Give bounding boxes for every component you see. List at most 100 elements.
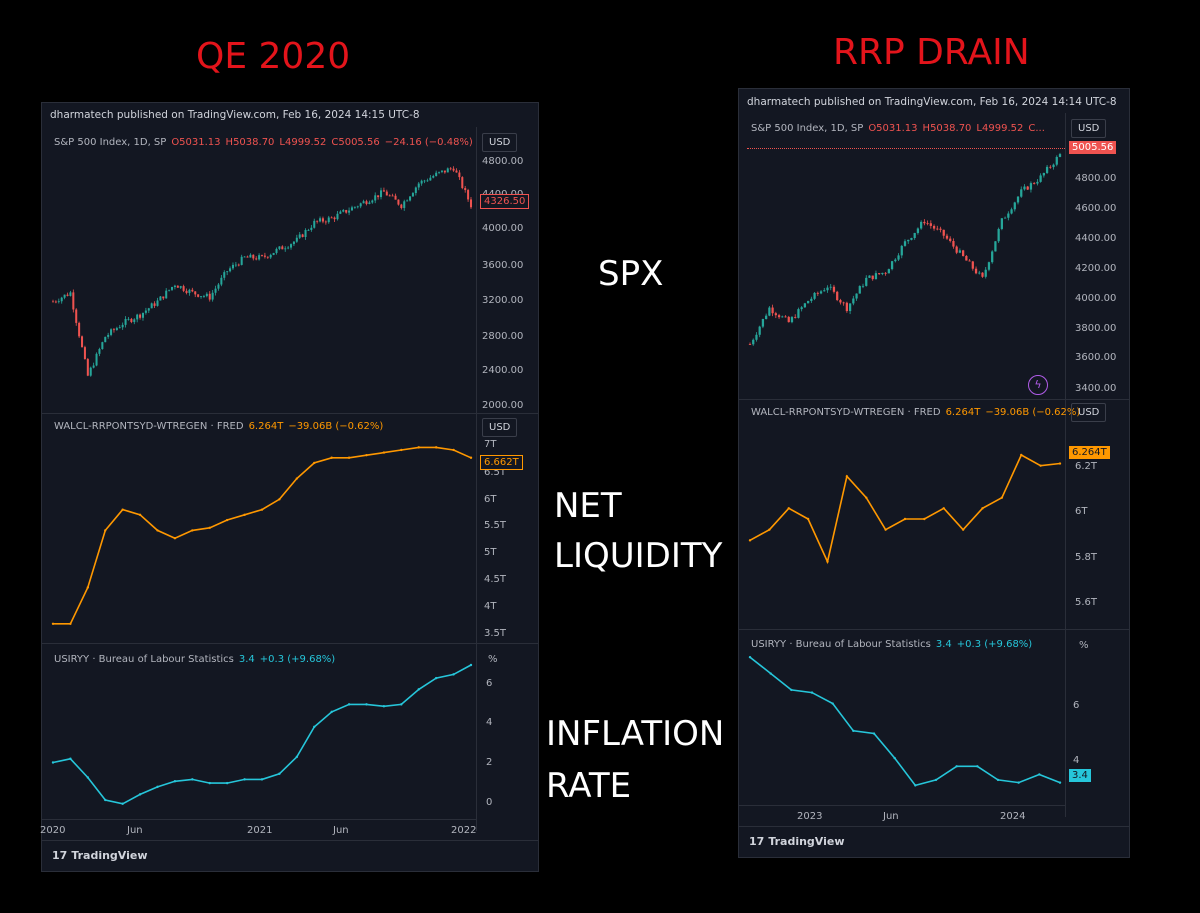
spx-left-candle	[275, 248, 278, 253]
tradingview-logo[interactable]: 17 TradingView	[52, 849, 148, 862]
spx-right-candle	[800, 307, 803, 310]
spx-left-candle	[101, 342, 104, 350]
inflation-right-point	[996, 778, 1000, 782]
currency-button[interactable]: USD	[482, 133, 518, 152]
liquidity-right-point	[884, 528, 887, 531]
spx-left-candle	[319, 218, 322, 222]
spx-left-candle	[385, 191, 388, 196]
spx-right-candle	[949, 238, 952, 242]
inflation-left-series-line	[52, 664, 472, 805]
spx-right-candle	[1045, 166, 1049, 173]
pane-divider	[42, 819, 476, 820]
spx-right-candle	[781, 316, 784, 318]
inflation-right-point	[748, 655, 752, 659]
currency-button[interactable]: USD	[1071, 403, 1107, 422]
spx-left-candle	[382, 190, 385, 192]
inflation-legend: USIRYY · Bureau of Labour Statistics 3.4 +…	[54, 654, 336, 665]
liquidity-left-point	[173, 536, 177, 540]
spx-left-candle	[173, 285, 176, 287]
spx-right-candle	[832, 286, 836, 292]
inflation-left-point	[295, 755, 299, 759]
currency-button[interactable]: USD	[482, 418, 518, 437]
spx-left-candle	[95, 353, 98, 366]
spx-right-candle	[758, 326, 761, 335]
spx-left-candle	[467, 190, 470, 200]
spx-right-candle	[971, 261, 974, 269]
lightning-icon[interactable]: ϟ	[1028, 375, 1048, 395]
spx-right-candle	[897, 255, 900, 260]
inflation-right-point	[831, 702, 834, 705]
spx-right-candle	[1010, 209, 1013, 214]
spx-left-candle	[243, 256, 246, 258]
spx-right-candle	[761, 319, 765, 327]
spx-right-candle	[1016, 196, 1020, 203]
time-tick: 2021	[247, 825, 273, 836]
spx-left-candle	[211, 292, 214, 300]
inflation-left-point	[51, 761, 55, 764]
spx-left-candle	[345, 210, 348, 213]
spx-left-candle	[321, 218, 324, 222]
spx-left-candle	[284, 248, 287, 250]
spx-candles-right	[748, 152, 1062, 346]
spx-left-candle	[292, 241, 295, 245]
tv-icon: 17	[749, 835, 765, 848]
spx-left-candle	[202, 296, 205, 297]
spx-right-candle	[991, 251, 994, 263]
inflation-left-point	[208, 781, 211, 785]
spx-left-candle	[92, 365, 95, 368]
inf-tick: 2	[486, 757, 493, 768]
inf-tick: 4	[486, 717, 493, 728]
liquidity-left-point	[434, 446, 438, 449]
label-net: NET	[554, 486, 622, 526]
heading-qe-2020: QE 2020	[196, 36, 351, 77]
spx-left-candle	[124, 318, 127, 325]
inflation-left-point	[469, 663, 473, 667]
liquidity-left-point	[225, 518, 229, 522]
spx-right-candle	[845, 302, 849, 312]
liquidity-left-point	[260, 508, 264, 511]
spx-right-candle	[819, 291, 823, 294]
time-tick: 2024	[1000, 811, 1026, 822]
published-info: dharmatech published on TradingView.com,…	[747, 96, 1117, 108]
spx-right-candle	[848, 303, 852, 312]
liq-tick: 6T	[484, 494, 497, 505]
spx-left-candle	[217, 284, 220, 289]
liquidity-line-right	[748, 453, 1062, 565]
spx-right-candle	[826, 287, 829, 291]
inflation-left-point	[347, 703, 351, 706]
tradingview-logo[interactable]: 17 TradingView	[749, 835, 845, 848]
inflation-left-point	[243, 778, 246, 781]
spx-right-candle	[939, 228, 942, 230]
spx-left-candle	[205, 293, 208, 297]
spx-right-candle	[803, 303, 807, 308]
price-tick: 2400.00	[482, 365, 524, 376]
inflation-left-point	[313, 725, 316, 729]
spx-right-candle	[1049, 166, 1052, 168]
spx-right-candle	[1033, 183, 1036, 184]
currency-button[interactable]: USD	[1071, 119, 1107, 138]
price-tick: 3400.00	[1075, 383, 1117, 394]
inflation-left-point	[156, 785, 159, 789]
liq-tick: 7T	[484, 439, 497, 450]
inflation-right-point	[852, 729, 855, 733]
spx-right-candle	[829, 286, 832, 288]
spx-right-candle	[813, 292, 816, 299]
spx-left-candle	[374, 195, 377, 201]
spx-right-candle	[1029, 183, 1033, 190]
spx-left-candle	[78, 322, 81, 337]
spx-left-candle	[371, 200, 374, 203]
spx-right-candle	[839, 300, 842, 303]
spx-left-candle	[388, 195, 391, 197]
spx-left-candle	[414, 187, 417, 194]
heading-rrp-drain: RRP DRAIN	[833, 32, 1030, 73]
spx-left-candle	[313, 220, 316, 228]
spx-legend: S&P 500 Index, 1D, SP O5031.13 H5038.70 L49…	[751, 123, 1045, 134]
liquidity-right-point	[1020, 453, 1023, 457]
spx-left-candle	[452, 168, 455, 171]
spx-left-candle	[307, 229, 310, 231]
spx-right-candle	[1052, 164, 1055, 168]
spx-right-candle	[884, 272, 887, 274]
spx-left-candle	[458, 172, 461, 178]
spx-left-candle	[359, 203, 362, 207]
spx-left-candle	[153, 303, 156, 306]
